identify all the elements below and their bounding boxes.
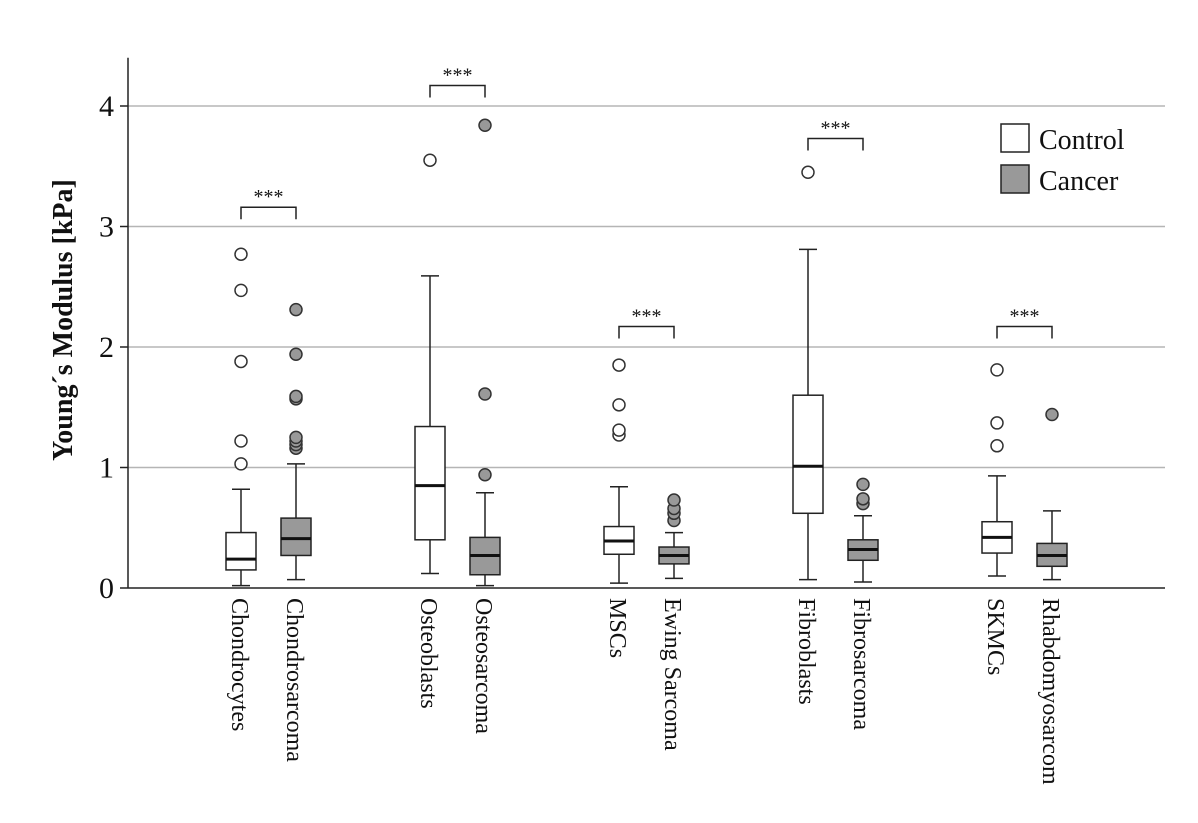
legend: Control Cancer xyxy=(1000,123,1125,197)
outlier-point xyxy=(423,153,437,167)
box-osteoblasts xyxy=(414,153,446,575)
outlier-point xyxy=(612,398,626,412)
outlier-point xyxy=(856,477,870,492)
outlier-point xyxy=(990,439,1004,453)
axes: 0 1 2 3 4 xyxy=(99,57,1165,605)
category-label: Fibroblasts xyxy=(793,598,819,705)
category-label: Chondrosarcoma xyxy=(281,598,307,762)
outlier-point xyxy=(478,467,492,482)
outlier-point xyxy=(234,247,248,261)
legend-label: Cancer xyxy=(1039,166,1119,197)
category-label: SKMCs xyxy=(982,598,1008,675)
y-tick-label: 3 xyxy=(99,211,114,244)
box-chondrosarcoma xyxy=(280,302,312,581)
bracket-line xyxy=(807,137,864,151)
category-labels: Chondrocytes Chondrosarcoma Osteoblasts Ost… xyxy=(226,598,1063,785)
legend-label: Control xyxy=(1039,125,1125,156)
boxes xyxy=(225,118,1068,587)
y-tick-label: 2 xyxy=(99,331,114,364)
bracket-line xyxy=(618,325,675,339)
significance-bracket: *** xyxy=(429,65,486,98)
significance-label: *** xyxy=(254,186,284,208)
box-body xyxy=(225,531,257,571)
legend-entry: Control xyxy=(1000,123,1125,156)
gridlines xyxy=(128,105,1165,469)
box-rhabdomyosarcom xyxy=(1036,407,1068,581)
outlier-point xyxy=(1045,407,1059,422)
box-body xyxy=(414,425,446,541)
box-skmcs xyxy=(981,363,1013,577)
box-chondrocytes xyxy=(225,247,257,587)
outlier-point xyxy=(856,492,870,506)
outlier-point xyxy=(234,457,248,471)
outlier-point xyxy=(478,118,492,133)
outlier-point xyxy=(289,302,303,317)
significance-label: *** xyxy=(1010,306,1040,328)
significance-brackets: *** *** *** *** *** xyxy=(240,65,1053,339)
significance-bracket: *** xyxy=(807,118,864,151)
significance-bracket: *** xyxy=(996,306,1053,339)
legend-entry: Cancer xyxy=(1000,164,1119,197)
outlier-point xyxy=(234,434,248,448)
outlier-point xyxy=(289,389,303,404)
category-label: Ewing Sarcoma xyxy=(659,598,685,751)
box-fibrosarcoma xyxy=(847,477,879,583)
bracket-line xyxy=(996,325,1053,339)
outlier-point xyxy=(234,354,248,369)
outlier-point xyxy=(612,358,626,372)
box-body xyxy=(280,517,312,557)
outlier-point xyxy=(289,430,303,445)
outlier-point xyxy=(478,387,492,401)
y-tick-label: 4 xyxy=(99,90,114,123)
y-axis-label: Young´s Modulus [kPa] xyxy=(48,179,79,461)
significance-label: *** xyxy=(443,65,473,87)
outlier-point xyxy=(234,283,248,298)
outlier-point xyxy=(990,416,1004,430)
box-fibroblasts xyxy=(792,165,824,581)
y-tick-label: 1 xyxy=(99,452,114,485)
significance-bracket: *** xyxy=(618,306,675,339)
outlier-point xyxy=(801,165,815,180)
box-ewing-sarcoma xyxy=(658,493,690,580)
category-label: Osteoblasts xyxy=(415,598,441,709)
significance-label: *** xyxy=(821,118,851,140)
category-label: Fibrosarcoma xyxy=(848,598,874,730)
category-label: MSCs xyxy=(604,598,630,658)
outlier-point xyxy=(289,347,303,361)
category-label: Osteosarcoma xyxy=(470,598,496,734)
box-osteosarcoma xyxy=(469,118,501,587)
box-mscs xyxy=(603,358,635,584)
bracket-line xyxy=(240,206,297,220)
legend-swatch xyxy=(1000,164,1030,194)
significance-label: *** xyxy=(632,306,662,328)
outlier-point xyxy=(667,493,681,507)
y-tick-label: 0 xyxy=(99,572,114,605)
legend-swatch xyxy=(1000,123,1030,153)
category-label: Rhabdomyosarcom xyxy=(1037,598,1063,785)
box-body xyxy=(792,394,824,515)
category-label: Chondrocytes xyxy=(226,598,252,731)
bracket-line xyxy=(429,84,486,98)
outlier-point xyxy=(612,423,626,437)
significance-bracket: *** xyxy=(240,186,297,220)
outlier-point xyxy=(990,363,1004,377)
